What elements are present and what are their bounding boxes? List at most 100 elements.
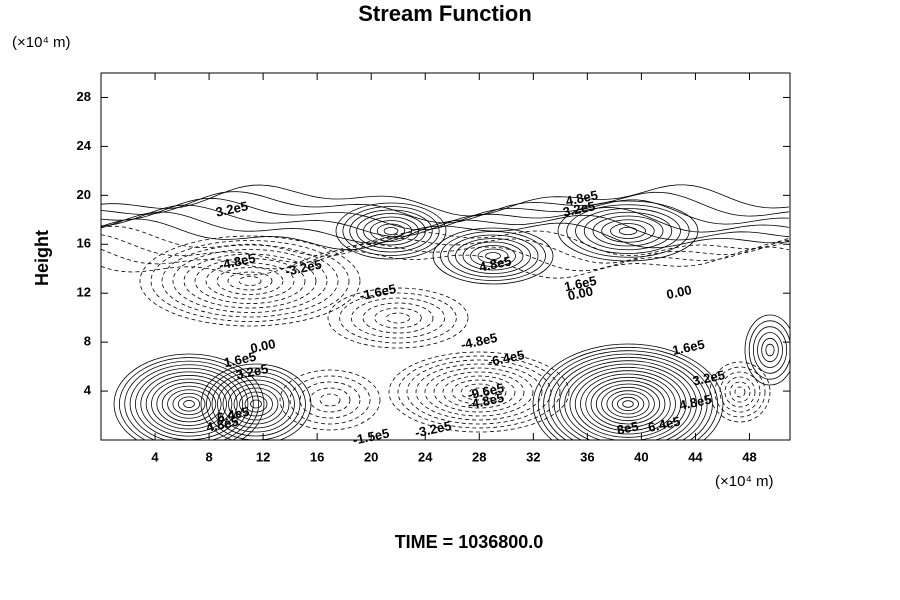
contour-line xyxy=(156,382,222,426)
contour-line xyxy=(177,396,201,412)
contour-line xyxy=(349,209,433,253)
contour-line xyxy=(757,332,783,368)
contour-line xyxy=(462,241,524,271)
x-tick-label: 20 xyxy=(364,449,378,464)
contour-label: 3.2e5 xyxy=(691,367,726,388)
contour-label: 1.6e5 xyxy=(671,336,706,357)
contour-line xyxy=(559,360,697,440)
contour-label: 3.2e5 xyxy=(562,198,597,219)
contour-line xyxy=(564,363,692,440)
contour-line xyxy=(161,385,217,423)
y-tick-label: 24 xyxy=(77,138,92,153)
contour-line xyxy=(469,387,489,397)
contour-line xyxy=(543,350,713,440)
contour-label: 0.00 xyxy=(566,283,594,303)
x-tick-label: 48 xyxy=(742,449,756,464)
y-axis-title: Height xyxy=(32,230,52,286)
contour-label: -4.8e5 xyxy=(459,330,498,352)
contour-line xyxy=(574,370,682,438)
x-tick-label: 28 xyxy=(472,449,486,464)
contour-line xyxy=(618,226,638,236)
contour-line xyxy=(406,359,552,425)
contour-label: 4.8e5 xyxy=(478,253,513,274)
contour-label: 6.4e5 xyxy=(216,404,251,425)
contour-line xyxy=(101,239,790,272)
contour-line xyxy=(734,386,746,398)
contour-line xyxy=(729,381,751,403)
contour-line xyxy=(205,262,295,300)
contour-line xyxy=(714,366,766,418)
contour-line xyxy=(194,258,306,304)
contour-line xyxy=(585,376,671,432)
contour-label: 1.6e5 xyxy=(563,273,598,294)
contour-line xyxy=(752,326,788,374)
contour-line xyxy=(200,363,312,440)
contour-label: 0.00 xyxy=(249,336,277,356)
contour-label: -1.5e5 xyxy=(351,425,390,447)
contour-label: -6.4e5 xyxy=(486,347,525,369)
contour-line xyxy=(339,292,457,344)
contour-line xyxy=(151,378,227,430)
contour-line xyxy=(101,204,790,238)
y-tick-label: 20 xyxy=(77,187,91,202)
contour-label: 3.2e5 xyxy=(235,361,270,382)
contour-line xyxy=(595,383,661,425)
contour-line xyxy=(244,395,268,413)
contour-line xyxy=(601,386,655,422)
x-tick-label: 12 xyxy=(256,449,270,464)
contour-line xyxy=(611,393,645,415)
contour-line xyxy=(238,276,262,286)
contour-line xyxy=(374,307,422,329)
x-tick-label: 16 xyxy=(310,449,324,464)
contour-line xyxy=(470,245,516,267)
contour-line xyxy=(250,399,262,409)
contour-line xyxy=(319,393,341,407)
contour-line xyxy=(101,191,790,224)
contour-line xyxy=(183,400,195,408)
contour-line xyxy=(724,376,756,408)
contour-line xyxy=(460,383,498,401)
contour-line xyxy=(228,383,284,425)
y-tick-label: 4 xyxy=(84,383,92,398)
contour-line xyxy=(442,375,516,409)
contour-line xyxy=(227,271,273,291)
contour-line xyxy=(101,234,790,264)
contour-label: 4.8e5 xyxy=(678,392,713,413)
contour-line xyxy=(129,364,249,440)
contour-label: 4.8e5 xyxy=(564,187,599,208)
x-tick-label: 32 xyxy=(526,449,540,464)
contour-line xyxy=(101,225,790,257)
contour-line xyxy=(606,390,650,418)
contour-label: -9.6e5 xyxy=(466,380,505,402)
contour-line xyxy=(590,380,666,428)
contour-line xyxy=(233,387,279,421)
contour-label: -4.8e5 xyxy=(218,250,257,272)
contour-line xyxy=(145,375,233,433)
contour-line xyxy=(172,249,328,313)
contour-line xyxy=(150,240,350,322)
x-tick-label: 44 xyxy=(688,449,703,464)
y-tick-label: 16 xyxy=(77,236,91,251)
contour-line xyxy=(583,211,673,251)
contour-line xyxy=(335,202,447,260)
contour-line xyxy=(350,297,446,339)
contour-line xyxy=(172,392,206,416)
contour-line xyxy=(101,218,790,251)
contour-label: -3.2e5 xyxy=(284,257,323,279)
contour-line xyxy=(101,211,790,244)
contour-line xyxy=(118,357,260,440)
contour-line xyxy=(477,248,509,264)
contour-line xyxy=(719,371,761,413)
contour-line xyxy=(222,379,290,429)
contour-line xyxy=(385,312,411,324)
contour-line xyxy=(113,353,265,440)
contour-line xyxy=(206,367,306,440)
contour-line xyxy=(744,314,790,386)
contour-line xyxy=(167,389,211,419)
contour-line xyxy=(362,302,434,334)
contour-line xyxy=(748,320,790,380)
contour-line xyxy=(622,400,634,408)
contour-line xyxy=(709,361,771,423)
x-tick-label: 40 xyxy=(634,449,648,464)
y-unit: (×10⁴ m) xyxy=(12,34,71,51)
